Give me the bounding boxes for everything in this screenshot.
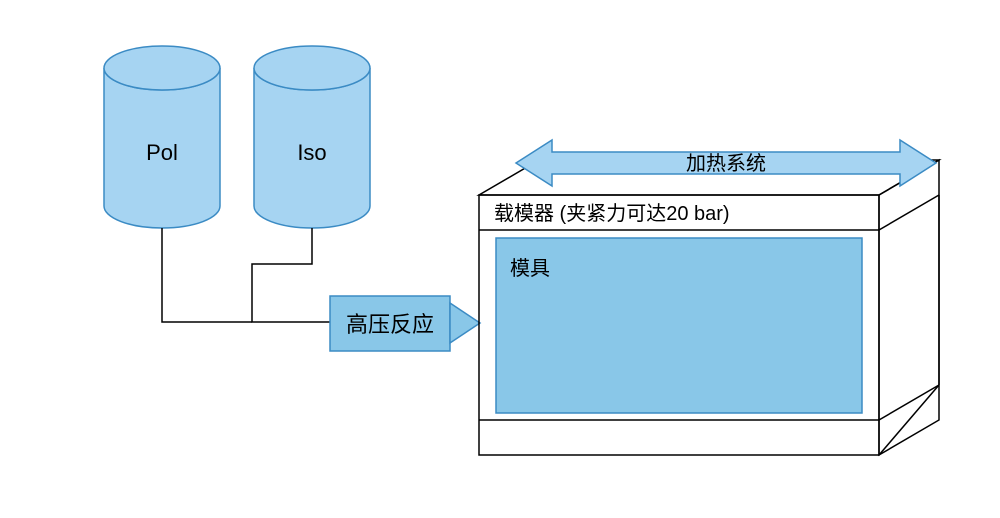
mold-label: 模具 [510,257,550,280]
connector-iso [252,228,330,322]
tank-iso: Iso [254,46,370,228]
carrier-label: 载模器 (夹紧力可达20 bar) [494,202,730,225]
arrow-reactor-to-mold [450,303,480,343]
reactor-label: 高压反应 [346,312,434,337]
mold: 模具 [496,238,862,413]
heating-arrow: 加热系统 [516,140,936,186]
reactor-box: 高压反应 [330,296,450,351]
connector-pol [162,228,252,322]
tank-pol-label: Pol [146,140,178,165]
tank-pol: Pol [104,46,220,228]
heating-label: 加热系统 [686,152,766,175]
process-diagram: Pol Iso 高压反应 载模器 (夹紧力可达 [0,0,1000,518]
tank-iso-label: Iso [297,140,326,165]
